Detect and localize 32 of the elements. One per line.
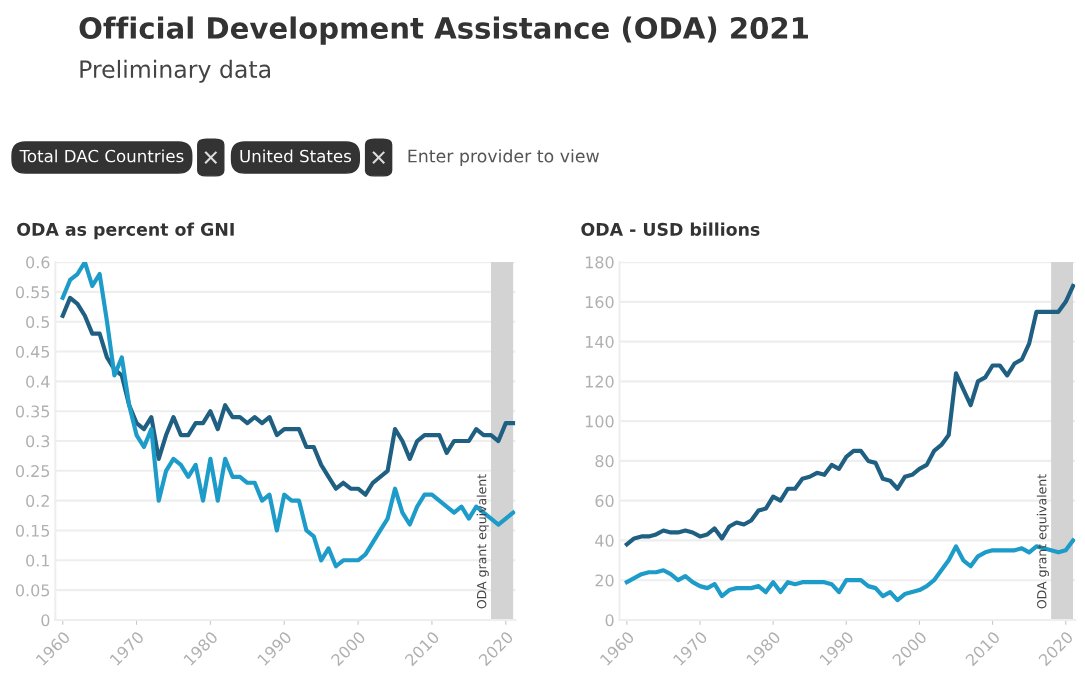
- y-tick-label: 180: [585, 256, 614, 269]
- y-tick-label: 120: [585, 375, 614, 388]
- y-tick-label: 0.6: [26, 256, 50, 269]
- y-tick-label: 0: [605, 614, 614, 627]
- y-tick-label: 0.4: [26, 375, 50, 388]
- y-tick-label: 80: [595, 455, 614, 468]
- y-tick-label: 0.3: [26, 435, 50, 448]
- y-tick-label: 0.25: [15, 465, 50, 478]
- y-tick-label: 140: [585, 335, 614, 348]
- y-tick-label: 0.15: [15, 524, 50, 537]
- y-tick-label: 0.5: [26, 315, 50, 329]
- y-tick-label: 160: [585, 296, 614, 309]
- y-tick-label: 0.2: [26, 494, 49, 507]
- band-label: ODA grant equivalent: [476, 474, 489, 609]
- y-tick-label: 60: [595, 494, 614, 507]
- y-tick-label: 0.55: [15, 286, 50, 299]
- y-tick-label: 0.05: [15, 584, 50, 597]
- y-tick-label: 20: [595, 574, 614, 587]
- chart-title: ODA - USD billions: [581, 222, 760, 236]
- chart-title: ODA as percent of GNI: [17, 222, 234, 240]
- y-tick-label: 40: [595, 534, 614, 547]
- y-tick-label: 100: [585, 415, 614, 428]
- y-tick-label: 0.1: [26, 554, 49, 567]
- y-tick-label: 0: [41, 614, 50, 627]
- y-tick-label: 0.45: [15, 345, 50, 358]
- text: Total DAC Countries: [19, 149, 184, 163]
- text: Official Development Assistance (ODA) 2021: [79, 16, 808, 45]
- text: Preliminary data: [80, 59, 270, 83]
- band-label: ODA grant equivalent: [1036, 474, 1049, 609]
- y-tick-label: 0.35: [15, 405, 50, 418]
- text: Enter provider to view: [408, 149, 599, 166]
- text: United States: [240, 149, 352, 163]
